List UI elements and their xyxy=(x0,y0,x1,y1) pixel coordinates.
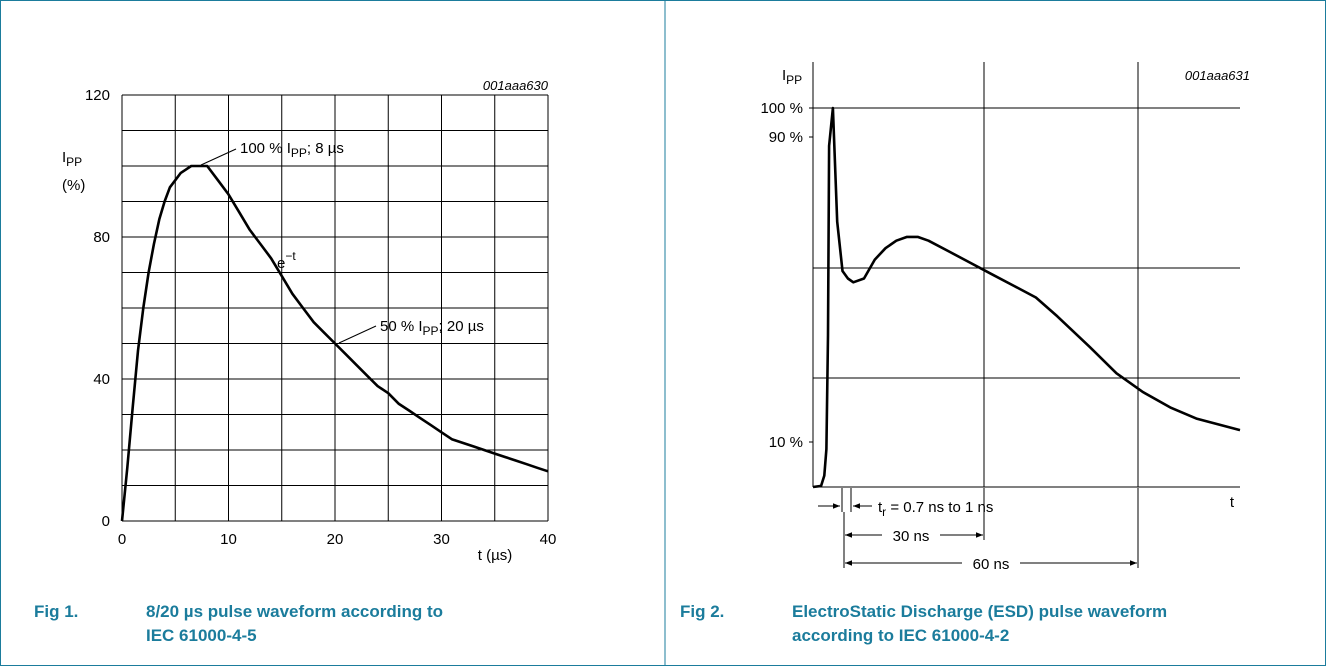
fig1-x-axis-title: t (µs) xyxy=(478,547,512,564)
fig1-waveform-line xyxy=(120,164,549,522)
fig1-half-annotation: 50 % IPP; 20 µs xyxy=(380,318,484,338)
fig2-tr-label: tr = 0.7 ns to 1 ns xyxy=(878,499,993,519)
fig2-60ns-label: 60 ns xyxy=(973,556,1010,573)
fig1-x-tick-label: 30 xyxy=(433,531,450,548)
fig2-y-tick-label: 90 % xyxy=(769,129,803,146)
fig2-caption-line2: according to IEC 61000-4-2 xyxy=(792,626,1009,645)
fig1-x-tick-label: 40 xyxy=(540,531,557,548)
fig1-half-leader xyxy=(338,325,377,344)
fig2-y-axis-title: IPP xyxy=(782,67,802,87)
fig1-x-tick-label: 10 xyxy=(220,531,237,548)
fig1-y-axis-unit: (%) xyxy=(62,177,85,194)
fig1-peak-leader xyxy=(200,148,237,166)
fig2-chart: 001aaa631 100 % 90 % 10 % IPP t tr = 0.7 n… xyxy=(680,62,1250,645)
fig2-grid xyxy=(812,62,1240,488)
fig2-waveform-line xyxy=(812,106,1241,489)
fig2-y-tick-label: 10 % xyxy=(769,434,803,451)
fig2-30ns-label: 30 ns xyxy=(893,528,930,545)
fig1-y-ticks: 0 40 80 120 xyxy=(85,87,110,530)
fig1-peak-annotation: 100 % IPP; 8 µs xyxy=(240,140,344,160)
fig1-exp-annotation: e−t xyxy=(277,249,296,272)
fig1-caption-number: Fig 1. xyxy=(34,602,78,621)
fig1-x-ticks: 0 10 20 30 40 xyxy=(118,531,557,548)
fig2-y-tick-label: 100 % xyxy=(760,100,803,117)
fig1-grid xyxy=(121,94,549,522)
fig2-caption-number: Fig 2. xyxy=(680,602,724,621)
fig1-x-tick-label: 20 xyxy=(327,531,344,548)
fig1-y-axis-title: IPP xyxy=(62,149,82,169)
fig1-x-tick-label: 0 xyxy=(118,531,126,548)
fig2-caption-line1: ElectroStatic Discharge (ESD) pulse wave… xyxy=(792,602,1167,621)
fig2-ref: 001aaa631 xyxy=(1185,68,1250,83)
fig1-y-tick-label: 80 xyxy=(93,229,110,246)
fig1-ref: 001aaa630 xyxy=(483,78,549,93)
fig1-chart: 001aaa630 0 40 80 120 0 10 20 30 40 IPP (%) t (… xyxy=(34,78,556,645)
fig1-y-tick-label: 40 xyxy=(93,371,110,388)
fig1-caption-line1: 8/20 µs pulse waveform according to xyxy=(146,602,443,621)
fig2-x-axis-title: t xyxy=(1230,494,1235,511)
fig1-y-tick-label: 120 xyxy=(85,87,110,104)
fig1-caption-line2: IEC 61000-4-5 xyxy=(146,626,257,645)
fig1-y-tick-label: 0 xyxy=(102,513,110,530)
fig2-y-ticks: 100 % 90 % 10 % xyxy=(760,100,813,451)
